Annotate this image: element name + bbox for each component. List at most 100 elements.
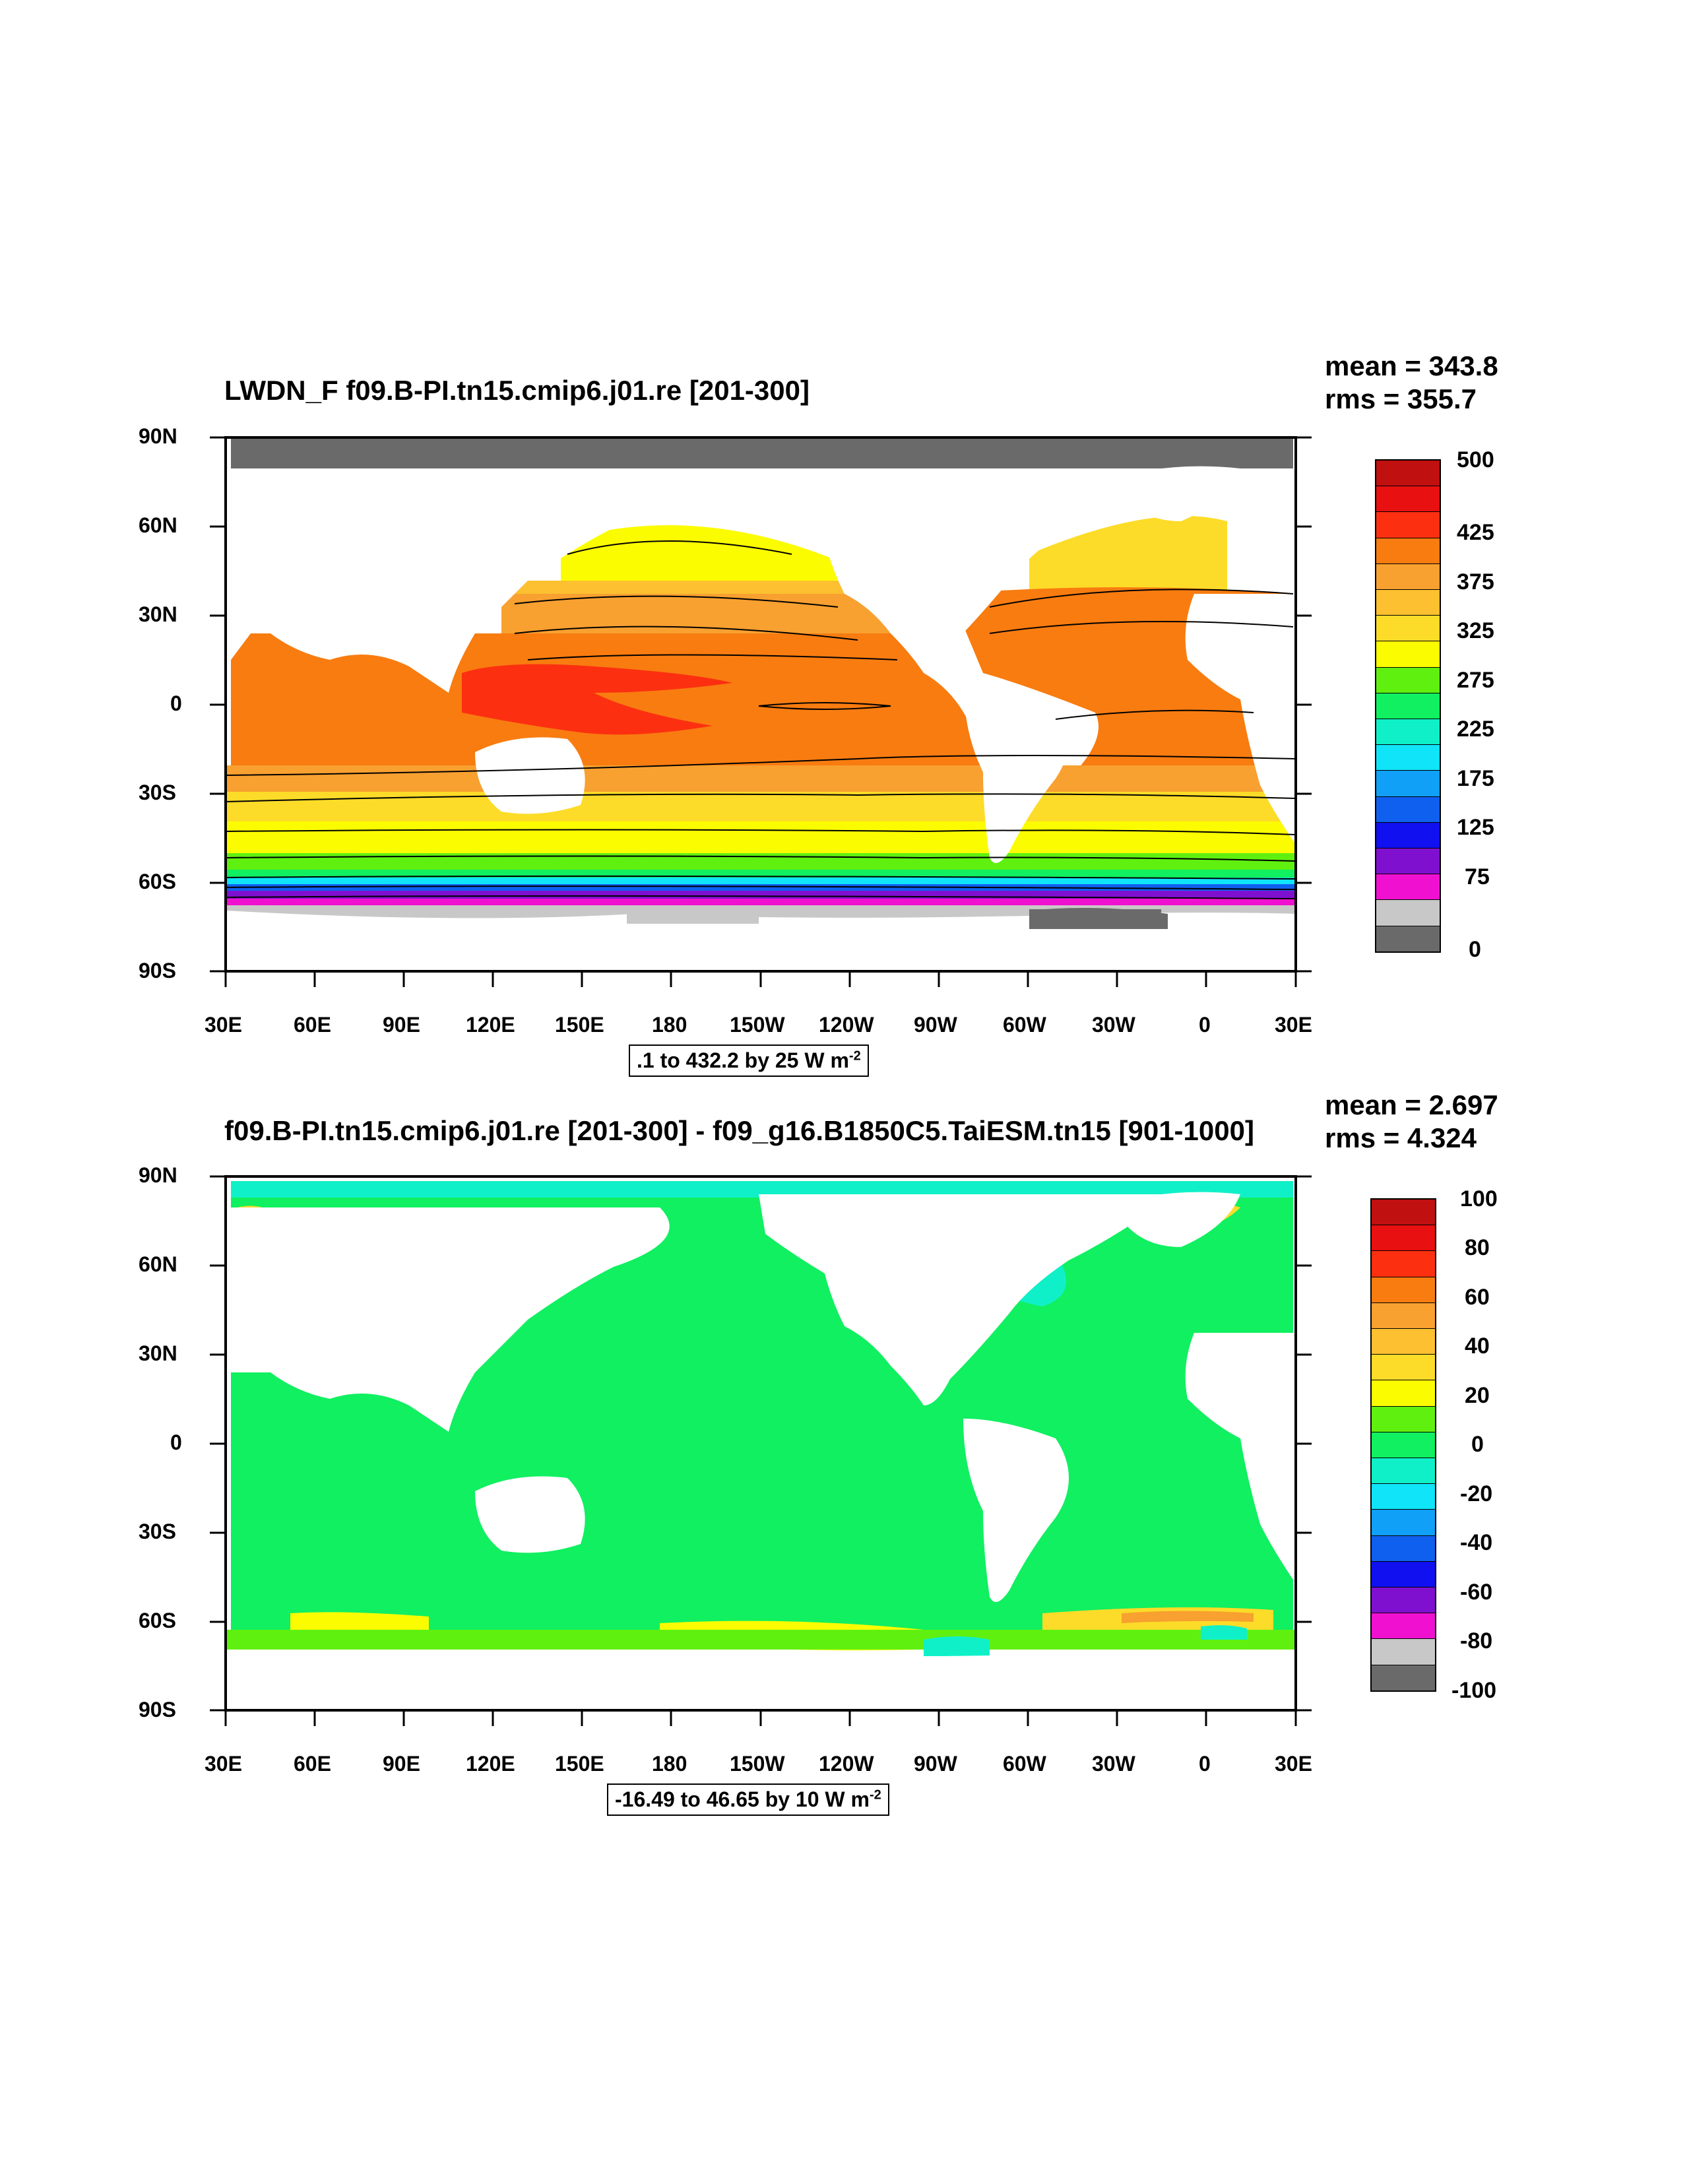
- lon-label: 180: [652, 1013, 687, 1037]
- lat-label: 30S: [139, 1520, 176, 1543]
- lon-label: 0: [1199, 1013, 1211, 1037]
- colorbar-swatch: [1372, 1665, 1435, 1690]
- colorbar-label: -20: [1460, 1481, 1493, 1506]
- lon-label: 90E: [383, 1013, 420, 1037]
- colorbar-label: 175: [1457, 766, 1494, 791]
- colorbar-swatch: [1376, 926, 1440, 951]
- colorbar-swatch: [1376, 616, 1440, 642]
- lon-label: 90W: [914, 1013, 957, 1037]
- colorbar-label: -100: [1451, 1678, 1497, 1703]
- colorbar-swatch: [1372, 1588, 1435, 1614]
- contour-info-text: .1 to 432.2 by 25 W m: [637, 1048, 849, 1072]
- colorbar-swatch: [1372, 1458, 1435, 1485]
- colorbar-label: 80: [1465, 1235, 1490, 1260]
- colorbar-label: 225: [1457, 717, 1494, 742]
- lat-label: 0: [170, 1430, 182, 1454]
- colorbar-label: -60: [1460, 1580, 1493, 1605]
- colorbar-swatch: [1372, 1251, 1435, 1277]
- lon-label: 30E: [205, 1013, 242, 1037]
- lat-label: 60N: [139, 1252, 177, 1276]
- colorbar-label: 500: [1457, 447, 1494, 472]
- colorbar-swatch: [1376, 667, 1440, 693]
- lat-label: 30S: [139, 781, 176, 804]
- contour-info-exponent: -2: [848, 1048, 861, 1064]
- colorbar-label: 125: [1457, 815, 1494, 840]
- lon-label: 60E: [294, 1752, 331, 1776]
- lon-label: 60E: [294, 1013, 331, 1037]
- lon-label: 0: [1199, 1752, 1211, 1776]
- lon-label: 30W: [1092, 1013, 1135, 1037]
- panel2-rms: rms = 4.324: [1325, 1122, 1477, 1153]
- lon-label: 30W: [1092, 1752, 1135, 1776]
- lat-label: 30N: [139, 1341, 177, 1365]
- lon-label: 120E: [466, 1013, 515, 1037]
- colorbar-swatch: [1372, 1277, 1435, 1303]
- lat-label: 90N: [139, 1163, 177, 1187]
- colorbar-swatch: [1376, 874, 1440, 901]
- colorbar-swatch: [1372, 1561, 1435, 1588]
- panel1-colorbar: [1375, 459, 1441, 953]
- lon-label: 120W: [819, 1013, 874, 1037]
- contour-info-text: -16.49 to 46.65 by 10 W m: [615, 1787, 870, 1811]
- colorbar-swatch: [1372, 1613, 1435, 1640]
- colorbar-swatch: [1376, 796, 1440, 823]
- panel2-mean: mean = 2.697: [1325, 1089, 1498, 1120]
- colorbar-label: 275: [1457, 668, 1494, 693]
- colorbar-swatch: [1372, 1329, 1435, 1355]
- lon-label: 30E: [205, 1752, 242, 1776]
- colorbar-swatch: [1376, 641, 1440, 668]
- colorbar-swatch: [1376, 771, 1440, 797]
- panel2-contour-info: -16.49 to 46.65 by 10 W m-2: [607, 1783, 889, 1816]
- colorbar-swatch: [1376, 461, 1440, 487]
- panel2-colorbar: [1370, 1198, 1436, 1692]
- colorbar-swatch: [1372, 1355, 1435, 1381]
- colorbar-swatch: [1376, 822, 1440, 849]
- colorbar-swatch: [1372, 1639, 1435, 1665]
- colorbar-label: 0: [1469, 937, 1481, 962]
- lon-label: 120E: [466, 1752, 515, 1776]
- lat-label: 0: [170, 691, 182, 715]
- lon-label: 90E: [383, 1752, 420, 1776]
- lat-label: 60N: [139, 513, 177, 537]
- colorbar-swatch: [1376, 900, 1440, 926]
- colorbar-swatch: [1376, 512, 1440, 538]
- lon-label: 30E: [1275, 1013, 1312, 1037]
- colorbar-swatch: [1372, 1200, 1435, 1226]
- contour-info-exponent: -2: [869, 1787, 881, 1803]
- colorbar-swatch: [1372, 1510, 1435, 1536]
- colorbar-swatch: [1376, 719, 1440, 746]
- lon-label: 150W: [730, 1752, 785, 1776]
- colorbar-swatch: [1372, 1380, 1435, 1407]
- lat-label: 90N: [139, 424, 177, 448]
- lon-label: 60W: [1003, 1752, 1046, 1776]
- colorbar-swatch: [1376, 486, 1440, 513]
- lat-label: 60S: [139, 1609, 176, 1632]
- lon-label: 60W: [1003, 1013, 1046, 1037]
- colorbar-label: 60: [1465, 1285, 1490, 1310]
- colorbar-label: 375: [1457, 569, 1494, 594]
- panel1-mean: mean = 343.8: [1325, 350, 1498, 381]
- panel1-rms: rms = 355.7: [1325, 383, 1477, 414]
- lon-label: 150E: [555, 1752, 604, 1776]
- colorbar-swatch: [1376, 693, 1440, 720]
- colorbar-swatch: [1372, 1535, 1435, 1562]
- colorbar-swatch: [1372, 1225, 1435, 1252]
- colorbar-label: 425: [1457, 520, 1494, 545]
- colorbar-swatch: [1376, 590, 1440, 616]
- colorbar-label: 40: [1465, 1333, 1490, 1359]
- colorbar-label: 75: [1465, 864, 1490, 889]
- panel2-title: f09.B-PI.tn15.cmip6.j01.re [201-300] - f…: [224, 1115, 1254, 1146]
- lat-label: 30N: [139, 602, 177, 626]
- colorbar-swatch: [1372, 1432, 1435, 1459]
- lat-label: 90S: [139, 959, 176, 982]
- colorbar-swatch: [1372, 1302, 1435, 1330]
- colorbar-label: 0: [1471, 1432, 1484, 1457]
- colorbar-label: 325: [1457, 618, 1494, 643]
- colorbar-label: -40: [1460, 1530, 1493, 1555]
- lon-label: 180: [652, 1752, 687, 1776]
- colorbar-label: 100: [1460, 1186, 1498, 1211]
- colorbar-label: 20: [1465, 1383, 1490, 1408]
- colorbar-swatch: [1376, 563, 1440, 591]
